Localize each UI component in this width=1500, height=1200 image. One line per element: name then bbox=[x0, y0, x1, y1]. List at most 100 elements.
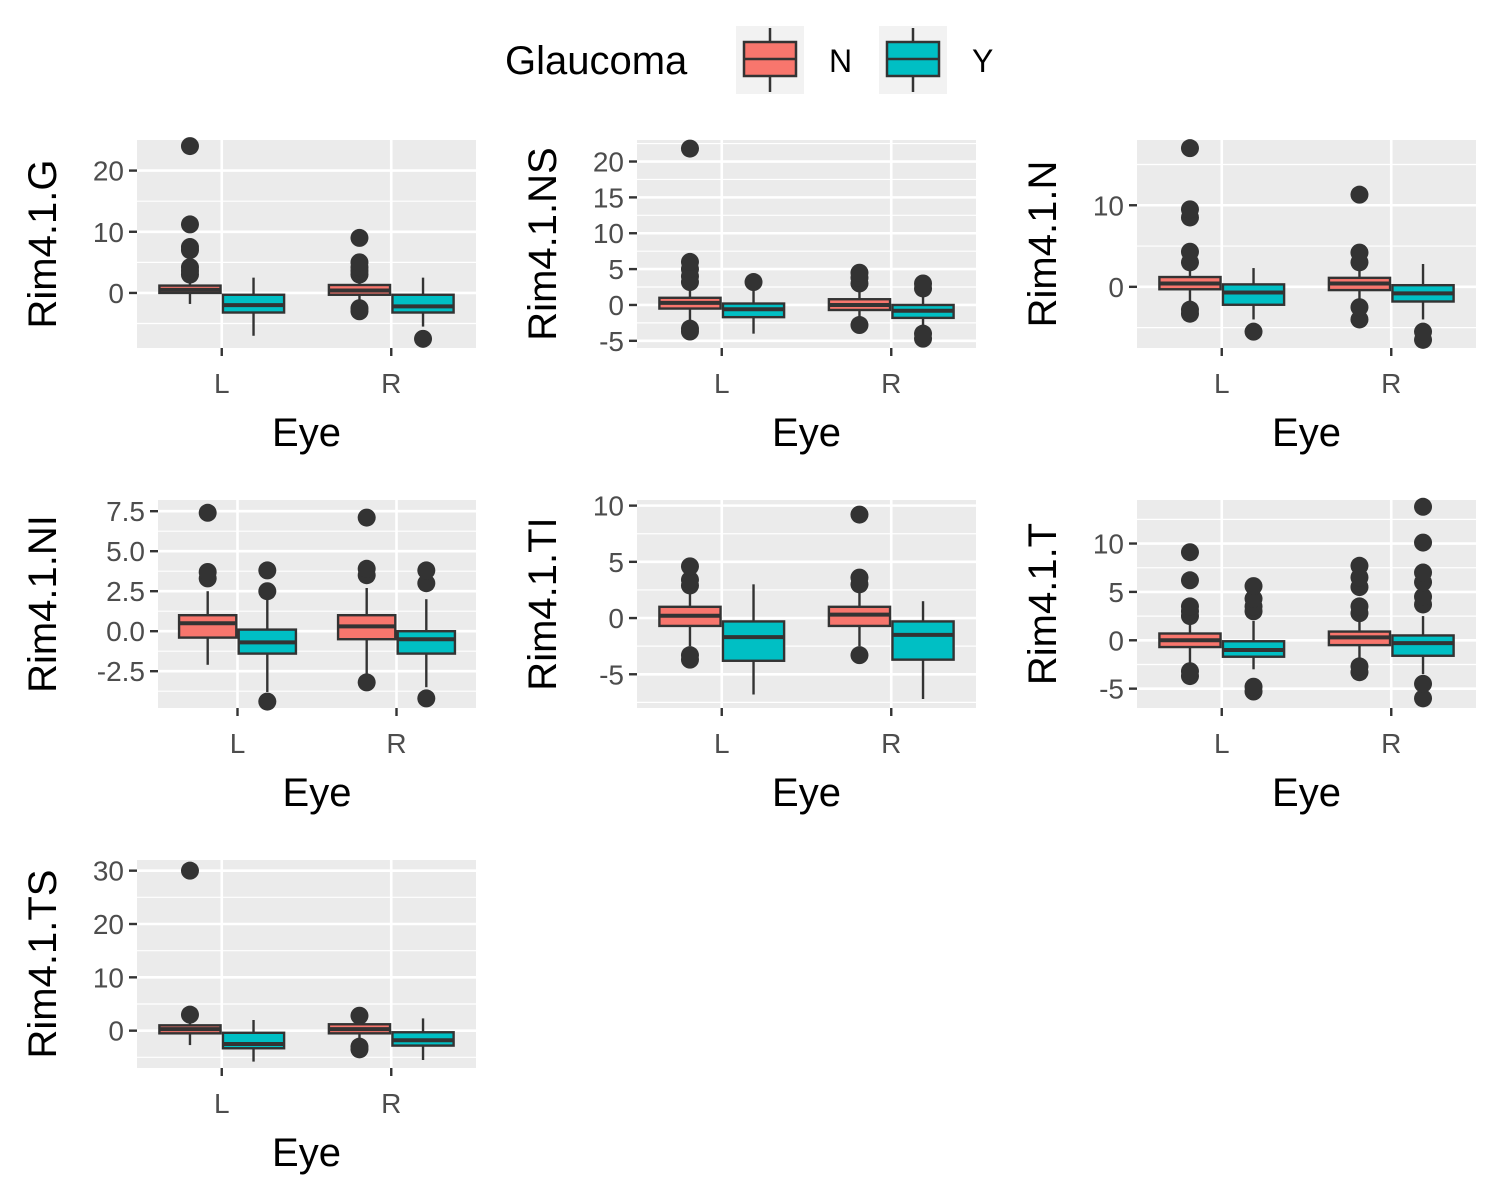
y-axis-title: Rim4.1.TS bbox=[21, 870, 65, 1059]
box-l-n bbox=[1158, 139, 1222, 323]
panel-rim4-1-ns: -5 0 5 10 15 20 L R Eye Rim4.1.NS bbox=[521, 139, 976, 455]
outlier-point bbox=[850, 263, 869, 282]
y-tick-label: 10 bbox=[93, 217, 124, 248]
y-tick-label: 10 bbox=[93, 962, 124, 993]
legend: Glaucoma N Y bbox=[505, 26, 993, 94]
box-body bbox=[1391, 634, 1455, 657]
y-tick-label: 5 bbox=[608, 547, 624, 578]
outlier-point bbox=[180, 861, 199, 880]
outlier-point bbox=[258, 582, 277, 601]
outlier-point bbox=[1180, 300, 1199, 319]
box-l-n bbox=[1158, 543, 1222, 686]
outlier-point bbox=[357, 673, 376, 692]
y-axis-title: Rim4.1.NS bbox=[521, 147, 565, 340]
outlier-point bbox=[680, 570, 699, 589]
y-tick-label: 30 bbox=[93, 856, 124, 887]
outlier-point bbox=[1350, 597, 1369, 616]
outlier-point bbox=[680, 139, 699, 158]
panel-rim4-1-n: 0 10 L R Eye Rim4.1.N bbox=[1021, 139, 1476, 455]
box-body bbox=[396, 630, 457, 655]
panel-rim4-1-t: -5 0 5 10 L R Eye Rim4.1.T bbox=[1021, 497, 1476, 815]
y-tick-label: -2.5 bbox=[97, 656, 145, 687]
y-tick-label: 2.5 bbox=[106, 576, 145, 607]
x-tick-label: L bbox=[214, 368, 230, 399]
y-tick-label: 20 bbox=[93, 156, 124, 187]
box-r-y bbox=[891, 274, 955, 348]
y-axis-title: Rim4.1.N bbox=[1021, 161, 1065, 328]
outlier-point bbox=[417, 561, 436, 580]
outlier-point bbox=[1180, 571, 1199, 590]
outlier-point bbox=[850, 505, 869, 524]
box-l-y bbox=[221, 1020, 286, 1062]
box-r-n bbox=[1327, 556, 1392, 682]
box-body bbox=[891, 620, 955, 661]
x-tick-label: L bbox=[714, 728, 730, 759]
x-tick-label: R bbox=[381, 368, 401, 399]
panel-rim4-1-ni: -2.5 0.0 2.5 5.0 7.5 L R Eye Rim4.1.NI bbox=[21, 496, 476, 815]
outlier-point bbox=[350, 1037, 369, 1056]
x-tick-label: L bbox=[1214, 728, 1230, 759]
outlier-point bbox=[1350, 243, 1369, 262]
y-axis-title: Rim4.1.TI bbox=[521, 517, 565, 690]
box-l-y bbox=[237, 561, 298, 711]
outlier-point bbox=[1180, 543, 1199, 562]
panel-background bbox=[158, 500, 476, 708]
x-tick-label: L bbox=[214, 1088, 230, 1119]
box-r-y bbox=[396, 561, 457, 708]
y-tick-label: 7.5 bbox=[106, 496, 145, 527]
outlier-point bbox=[1350, 185, 1369, 204]
outlier-point bbox=[680, 646, 699, 665]
box-l-y bbox=[221, 277, 286, 336]
x-axis-title: Eye bbox=[772, 411, 841, 455]
box-r-y bbox=[891, 601, 955, 700]
box-l-n bbox=[658, 139, 722, 341]
box-r-n bbox=[327, 228, 392, 321]
box-r-y bbox=[1391, 263, 1455, 349]
box-r-n bbox=[827, 505, 892, 665]
y-tick-label: 5 bbox=[608, 254, 624, 285]
y-tick-label: 10 bbox=[593, 218, 624, 249]
outlier-point bbox=[1414, 322, 1433, 341]
outlier-point bbox=[350, 299, 369, 318]
x-axis-title: Eye bbox=[1272, 411, 1341, 455]
y-tick-label: -5 bbox=[599, 659, 624, 690]
outlier-point bbox=[680, 557, 699, 576]
y-tick-label: 10 bbox=[593, 491, 624, 522]
y-tick-label: -5 bbox=[599, 326, 624, 357]
x-tick-label: R bbox=[881, 728, 901, 759]
box-l-n bbox=[158, 861, 222, 1046]
outlier-point bbox=[850, 646, 869, 665]
box-r-y bbox=[391, 277, 455, 348]
panel-rim4-1-g: 0 10 20 L R Eye Rim4.1.G bbox=[21, 137, 476, 455]
outlier-point bbox=[680, 319, 699, 338]
outlier-point bbox=[1350, 298, 1369, 317]
x-tick-label: L bbox=[714, 368, 730, 399]
outlier-point bbox=[198, 563, 217, 581]
x-tick-label: R bbox=[381, 1088, 401, 1119]
outlier-point bbox=[1244, 322, 1263, 341]
y-tick-label: -5 bbox=[1099, 674, 1124, 705]
legend-key-y bbox=[879, 26, 947, 94]
y-tick-label: 20 bbox=[93, 909, 124, 940]
box-body bbox=[391, 293, 455, 314]
x-axis-title: Eye bbox=[772, 771, 841, 815]
outlier-point bbox=[1180, 662, 1199, 681]
outlier-point bbox=[1180, 200, 1199, 219]
outlier-point bbox=[357, 508, 376, 527]
outlier-point bbox=[680, 252, 699, 271]
y-tick-label: 0 bbox=[608, 290, 624, 321]
box-body bbox=[721, 620, 786, 662]
outlier-point bbox=[1414, 587, 1433, 606]
legend-label-y: Y bbox=[972, 43, 993, 79]
y-tick-label: 10 bbox=[1093, 190, 1124, 221]
x-axis-title: Eye bbox=[272, 1131, 341, 1175]
outlier-point bbox=[417, 689, 436, 708]
outlier-point bbox=[850, 316, 869, 335]
legend-key-n bbox=[736, 26, 804, 94]
outlier-point bbox=[350, 1006, 369, 1025]
x-tick-label: R bbox=[1381, 728, 1401, 759]
outlier-point bbox=[1350, 556, 1369, 575]
y-axis-title: Rim4.1.NI bbox=[21, 515, 65, 693]
box-body bbox=[1221, 283, 1286, 306]
outlier-point bbox=[180, 215, 199, 234]
